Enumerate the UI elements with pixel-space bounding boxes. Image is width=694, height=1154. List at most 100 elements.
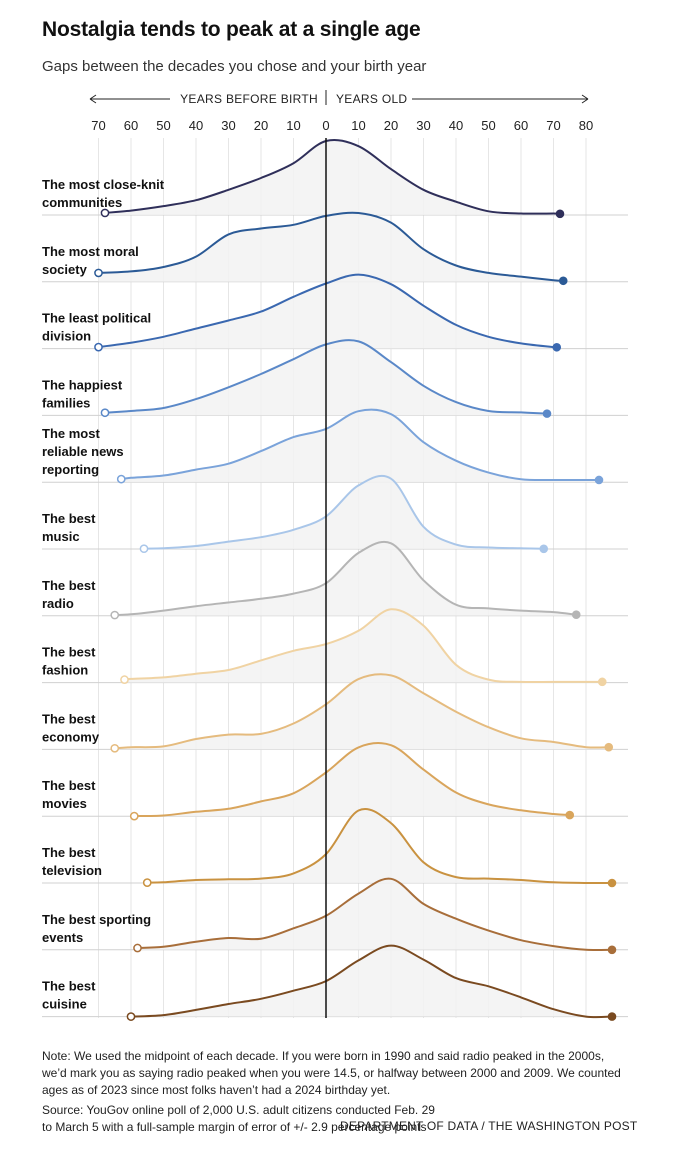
- x-tick-label: 50: [156, 118, 170, 133]
- row-label-line: division: [42, 329, 91, 344]
- start-marker: [126, 1012, 136, 1021]
- end-marker: [552, 342, 562, 352]
- end-marker: [542, 409, 552, 418]
- axis-left-label: YEARS BEFORE BIRTH: [180, 92, 318, 106]
- x-tick-label: 30: [416, 118, 430, 133]
- row-label-line: The best: [42, 979, 96, 994]
- ridge-row: [42, 474, 628, 554]
- footnote: Note: We used the midpoint of each decad…: [42, 1049, 621, 1097]
- ridge-line: [134, 742, 570, 818]
- x-tick-label: 10: [351, 118, 365, 133]
- row-label-line: The best: [42, 645, 96, 660]
- chart-subtitle: Gaps between the decades you chose and y…: [42, 58, 427, 75]
- end-marker: [607, 878, 617, 888]
- x-tick-label: 0: [322, 118, 329, 133]
- x-tick-label: 70: [91, 118, 105, 133]
- x-tick-label: 60: [514, 118, 528, 133]
- start-marker: [100, 208, 110, 218]
- x-tick-label: 10: [286, 118, 300, 133]
- ridge-area: [121, 409, 600, 483]
- row-label: The best radio: [42, 578, 96, 611]
- row-label-line: events: [42, 930, 83, 945]
- x-tick-label: 80: [579, 118, 593, 133]
- row-label-line: music: [42, 529, 80, 544]
- start-marker: [116, 474, 126, 484]
- end-marker: [597, 677, 607, 687]
- credit: DEPARTMENT OF DATA / THE WASHINGTON POST: [340, 1119, 638, 1133]
- ridge-line: [124, 608, 603, 684]
- row-label-line: cuisine: [42, 997, 87, 1012]
- ridge-row: [42, 608, 628, 687]
- ridge-line: [137, 877, 613, 952]
- start-marker: [110, 610, 120, 620]
- end-marker: [555, 209, 565, 219]
- row-label-line: The least political: [42, 311, 151, 326]
- ridge-row: [42, 877, 628, 955]
- x-tick-label: 70: [546, 118, 560, 133]
- ridge-row: [42, 408, 628, 485]
- ridgeline-chart: YEARS BEFORE BIRTH YEARS OLD 70 60 50 40 30 20 1…: [42, 90, 628, 1021]
- row-label: The best television: [42, 845, 102, 878]
- end-marker: [607, 945, 617, 955]
- ridge-area: [131, 945, 612, 1018]
- row-label-line: The most: [42, 426, 100, 441]
- ridge-area: [105, 139, 560, 215]
- row-label-line: The happiest: [42, 377, 123, 392]
- x-tick-label: 60: [124, 118, 138, 133]
- row-label: The most close-knit communities: [42, 177, 165, 210]
- ridge-row: [42, 339, 628, 418]
- row-label-line: television: [42, 863, 102, 878]
- row-label: The best fashion: [42, 645, 96, 678]
- row-label: The best movies: [42, 778, 96, 811]
- row-label: The least political division: [42, 311, 151, 344]
- row-label-line: The best: [42, 711, 96, 726]
- end-marker: [604, 742, 614, 752]
- ridge-area: [98, 274, 558, 349]
- end-marker: [558, 276, 568, 286]
- chart-title: Nostalgia tends to peak at a single age: [42, 18, 421, 41]
- row-label-line: The most close-knit: [42, 177, 165, 192]
- end-marker: [594, 475, 604, 485]
- row-label-line: communities: [42, 195, 122, 210]
- ridge-area: [98, 212, 564, 282]
- x-tick-label: 40: [189, 118, 203, 133]
- end-marker: [607, 1012, 617, 1021]
- row-label: The best music: [42, 511, 96, 544]
- end-marker: [539, 544, 549, 554]
- ridge-row: [42, 540, 628, 620]
- row-label-line: economy: [42, 729, 100, 744]
- row-label: The happiest families: [42, 377, 123, 410]
- x-tick-label: 50: [481, 118, 495, 133]
- row-label: The most reliable news reporting: [42, 426, 124, 477]
- start-marker: [129, 811, 139, 821]
- row-label-line: society: [42, 262, 88, 277]
- ridge-area: [134, 743, 570, 817]
- x-tick-label: 20: [384, 118, 398, 133]
- ridge-line: [98, 273, 559, 349]
- ridge-area: [114, 674, 609, 750]
- row-label-line: The most moral: [42, 244, 139, 259]
- source-note: Source: YouGov online poll of 2,000 U.S.…: [42, 1103, 435, 1134]
- row-label-line: reliable news: [42, 444, 124, 459]
- row-label-line: The best: [42, 845, 96, 860]
- row-label-line: reporting: [42, 462, 99, 477]
- start-marker: [94, 268, 103, 278]
- ridge-line: [114, 540, 577, 617]
- ridge-area: [124, 609, 603, 683]
- ridge-line: [130, 944, 613, 1019]
- ridge-line: [104, 138, 561, 215]
- row-label-line: The best: [42, 511, 96, 526]
- ridge-line: [143, 474, 544, 550]
- end-marker: [565, 810, 575, 820]
- x-tick-label: 20: [254, 118, 268, 133]
- ridge-row: [42, 808, 628, 888]
- left-arrow-icon: [89, 94, 97, 104]
- start-marker: [110, 743, 120, 753]
- start-marker: [120, 675, 129, 684]
- start-marker: [94, 342, 103, 352]
- ridge-row: [42, 944, 628, 1021]
- row-label-line: fashion: [42, 663, 88, 678]
- end-marker: [571, 610, 581, 619]
- row-label: The best economy: [42, 711, 100, 744]
- ridge-area: [147, 808, 613, 884]
